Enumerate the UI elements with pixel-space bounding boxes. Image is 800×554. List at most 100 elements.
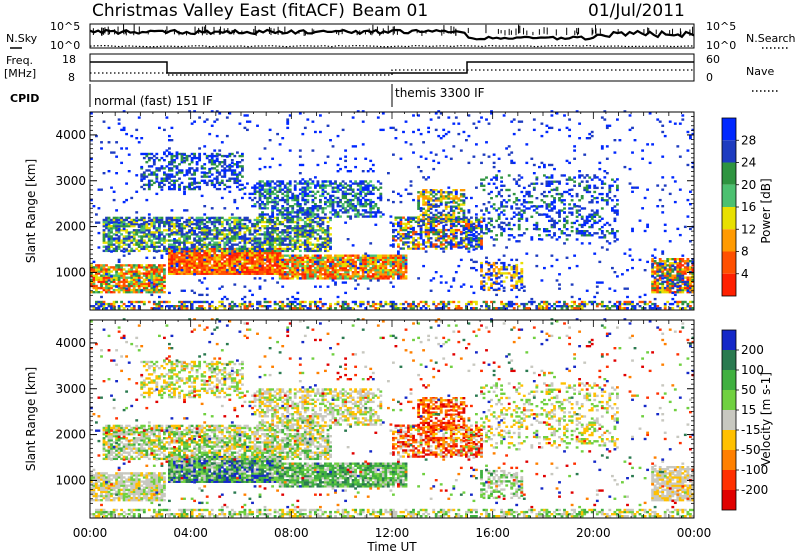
power-cell [178, 222, 181, 226]
power-cell [102, 270, 106, 273]
power-cell [90, 272, 93, 275]
power-cell [319, 271, 322, 274]
power-cell [321, 237, 325, 240]
power-cell [112, 278, 116, 281]
power-cell [412, 228, 415, 232]
power-cell [233, 233, 237, 236]
power-cell [268, 237, 272, 240]
power-cell [336, 186, 340, 189]
power-cell [341, 277, 345, 280]
power-cell [198, 243, 202, 246]
power-cell [173, 233, 176, 236]
power-cell [437, 222, 441, 226]
power-cell [135, 243, 139, 246]
power-cell [326, 192, 330, 196]
power-cell [376, 180, 380, 183]
power-cell [198, 252, 202, 255]
power-cell [150, 270, 154, 273]
power-cell [281, 307, 285, 310]
power-cell [233, 256, 237, 259]
power-cell [324, 186, 327, 189]
power-cell [178, 272, 181, 275]
power-cell [286, 211, 290, 214]
power-cell [316, 229, 320, 232]
power-cell [465, 224, 468, 228]
power-cell [454, 245, 458, 248]
power-cell [470, 307, 473, 310]
power-cell [392, 273, 395, 276]
power-cell [535, 221, 539, 225]
power-cell [308, 271, 312, 274]
power-cell [230, 254, 234, 257]
power-cell [220, 220, 224, 224]
power-cell [170, 268, 174, 271]
power-cell [170, 252, 174, 255]
power-cell [220, 239, 224, 242]
power-cell [495, 176, 499, 179]
power-cell [175, 229, 179, 232]
power-cell [558, 305, 561, 308]
power-cell [155, 268, 159, 271]
power-cell [452, 218, 456, 221]
power-cell [311, 254, 315, 257]
power-cell [500, 203, 504, 206]
power-cell [490, 190, 493, 194]
power-cell [251, 239, 254, 242]
power-cell [105, 274, 108, 277]
power-cell [246, 260, 249, 263]
power-cell [354, 209, 358, 212]
power-cell [296, 260, 300, 264]
power-cell [296, 273, 300, 276]
power-cell [223, 272, 227, 275]
power-cell [105, 280, 108, 284]
power-cell [195, 307, 199, 310]
power-cell [306, 271, 310, 274]
power-cell [356, 198, 360, 202]
power-cell [205, 233, 209, 236]
power-cell [517, 199, 521, 202]
power-cell [298, 182, 302, 185]
power-cell [379, 186, 383, 189]
power-cell [258, 272, 262, 275]
power-cell [147, 300, 151, 304]
power-cell [560, 307, 564, 310]
power-cell [626, 300, 629, 304]
power-cell [376, 271, 380, 274]
power-cell [137, 291, 141, 294]
power-cell [329, 256, 332, 259]
power-cell [168, 225, 171, 228]
power-cell [283, 229, 287, 232]
power-cell [278, 182, 282, 185]
power-cell [158, 222, 161, 226]
power-cell [303, 269, 307, 272]
power-cell [220, 249, 224, 253]
power-cell [140, 225, 144, 228]
power-cell [278, 249, 282, 253]
power-cell [434, 220, 438, 223]
power-cell [371, 260, 375, 264]
power-cell [631, 305, 634, 308]
power-cell [223, 262, 227, 265]
noise-right-tick-top: 10^5 [706, 20, 736, 33]
power-cell [130, 280, 134, 284]
power-cell [618, 302, 622, 306]
power-cell [427, 213, 431, 217]
power-cell [198, 264, 202, 267]
power-cell [185, 300, 189, 304]
power-cell [291, 211, 295, 214]
power-cell [409, 220, 413, 223]
power-cell [331, 260, 335, 264]
power-cell [233, 171, 237, 174]
power-cell [155, 270, 159, 273]
power-cell [326, 269, 330, 272]
power-cell [137, 229, 141, 232]
power-cell [256, 266, 259, 269]
power-cell [253, 266, 257, 269]
power-cell [243, 262, 247, 265]
power-cell [213, 307, 217, 310]
power-cell [263, 262, 267, 265]
power-cell [560, 199, 564, 202]
power-cell [150, 220, 154, 224]
power-cell [102, 300, 106, 304]
power-cell [548, 205, 551, 208]
